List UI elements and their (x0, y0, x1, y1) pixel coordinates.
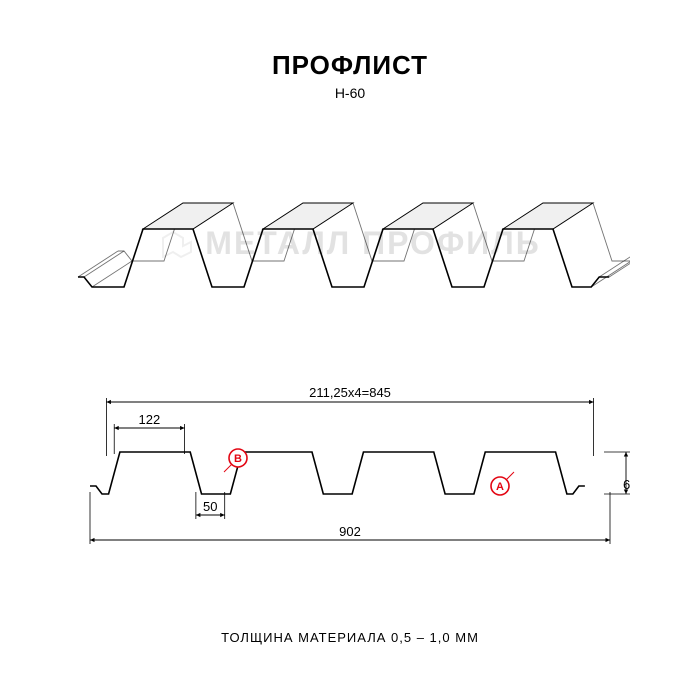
svg-text:60: 60 (623, 477, 630, 492)
svg-text:A: A (496, 481, 504, 493)
svg-text:902: 902 (339, 524, 361, 539)
isometric-view (70, 145, 630, 315)
material-thickness-note: ТОЛЩИНА МАТЕРИАЛА 0,5 – 1,0 ММ (0, 630, 700, 645)
svg-text:50: 50 (203, 499, 217, 514)
svg-text:B: B (234, 453, 242, 465)
cross-section-view: 211,25х4=845 122 50 902 60 A B (70, 380, 630, 550)
svg-text:122: 122 (139, 412, 161, 427)
page-title: ПРОФЛИСТ (0, 50, 700, 81)
svg-text:211,25х4=845: 211,25х4=845 (309, 385, 391, 400)
model-subtitle: Н-60 (0, 85, 700, 101)
